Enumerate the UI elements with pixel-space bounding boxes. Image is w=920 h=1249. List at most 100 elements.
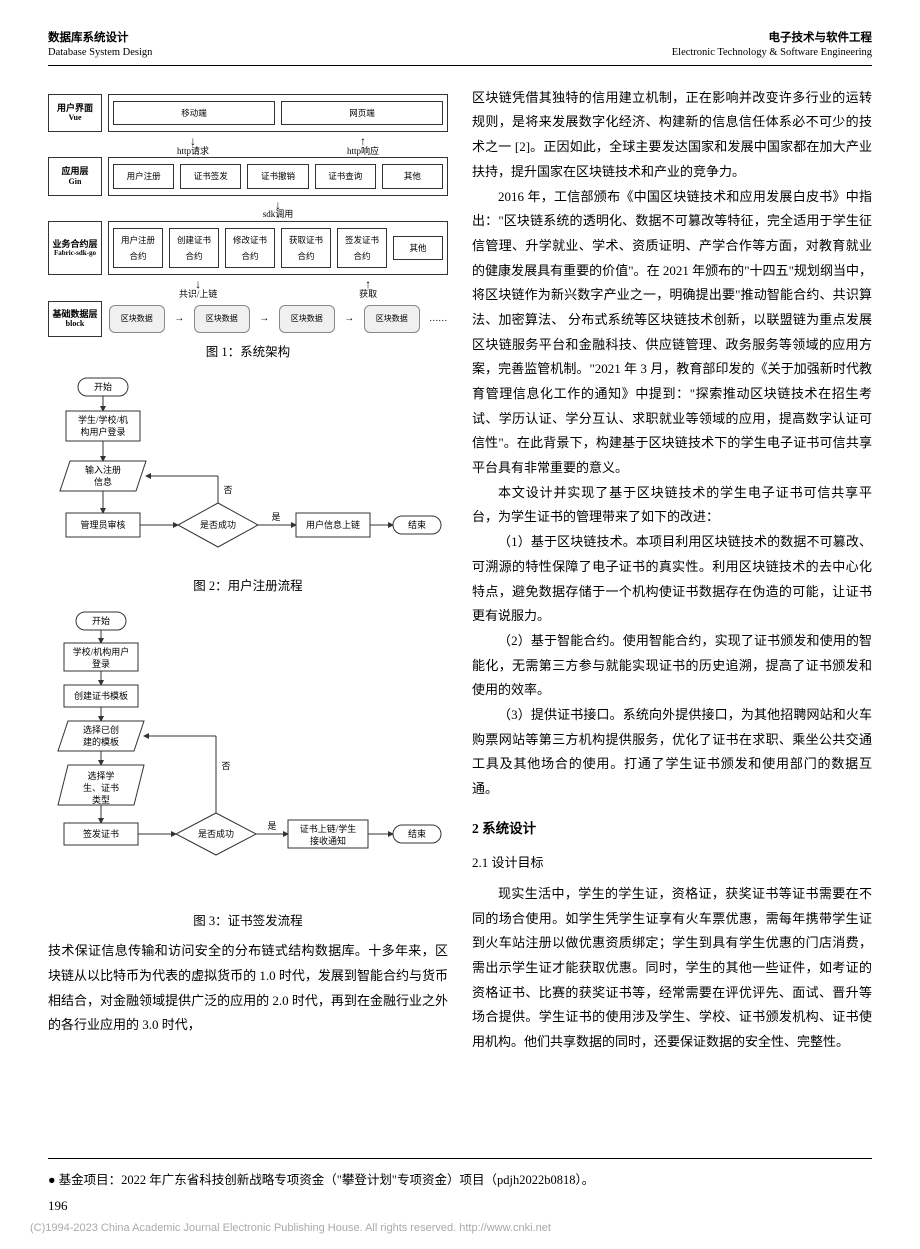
svg-text:学生/学校/机: 学生/学校/机 (78, 414, 128, 425)
between-1-2: ↓http请求 ↑http响应 (108, 136, 448, 157)
between12-right: http响应 (347, 147, 379, 157)
f3-sign: 签发证书 (83, 828, 119, 839)
f2-chain: 用户信息上链 (306, 519, 360, 530)
figure-2: 开始 学生/学校/机 构用户登录 输入注册 信息 管理员审核 是否成功 (48, 373, 448, 599)
blk-2: 区块数据 (194, 305, 250, 333)
f2-start: 开始 (94, 381, 112, 392)
f3-end: 结束 (408, 828, 426, 839)
fig1-caption: 图 1：系统架构 (48, 341, 448, 365)
f2-end: 结束 (408, 519, 426, 530)
ab-3-3: 修改证书合约 (225, 228, 275, 268)
section-2: 2 系统设计 (472, 816, 872, 842)
ab-3-5: 签发证书合约 (337, 228, 387, 268)
figure-3: 开始 学校/机构用户 登录 创建证书模板 选择已创 建的模板 选择学 生、证书 … (48, 607, 448, 933)
ab-3-1: 用户注册合约 (113, 228, 163, 268)
svg-text:登录: 登录 (92, 659, 110, 669)
f3-create: 创建证书模板 (74, 690, 128, 701)
arch-label-3-en: Fabric-sdk-go (54, 249, 96, 257)
arch-box-mobile: 移动端 (113, 101, 275, 125)
fig3-caption: 图 3：证书签发流程 (48, 910, 448, 934)
arch-row-3: 业务合约层 Fabric-sdk-go 用户注册合约 创建证书合约 修改证书合约… (48, 221, 448, 275)
r-p4: 现实生活中，学生的学生证，资格证，获奖证书等证书需要在不同的场合使用。如学生凭学… (472, 882, 872, 1055)
page-number: 196 (48, 1194, 68, 1219)
blk-3: 区块数据 (279, 305, 335, 333)
left-column: 用户界面 Vue 移动端 网页端 ↓http请求 ↑http响应 应用层 G (48, 86, 448, 1055)
r-li2: （2）基于智能合约。使用智能合约，实现了证书颁发和使用的智能化，无需第三方参与就… (472, 629, 872, 703)
ab-2-4: 证书查询 (315, 164, 376, 188)
arch-label-2: 应用层 Gin (48, 157, 102, 195)
header-left-en: Database System Design (48, 46, 152, 61)
f2-admin: 管理员审核 (80, 519, 125, 530)
r-p1: 区块链凭借其独特的信用建立机制，正在影响并改变许多行业的运转规则，是将来发展数字… (472, 86, 872, 185)
arch-row-4: 基础数据层 block 区块数据 → 区块数据 → 区块数据 → 区块数据 …… (48, 301, 448, 337)
svg-text:选择学: 选择学 (87, 770, 114, 781)
svg-text:选择已创: 选择已创 (83, 724, 119, 735)
arch-label-4: 基础数据层 block (48, 301, 102, 337)
svg-text:证书上链/学生: 证书上链/学生 (300, 823, 357, 834)
arch-label-2-cn: 应用层 (61, 166, 88, 177)
f2-yes: 是 (271, 512, 280, 522)
header-left: 数据库系统设计 Database System Design (48, 30, 152, 61)
arch-label-4-en: block (66, 319, 85, 329)
page-header: 数据库系统设计 Database System Design 电子技术与软件工程… (48, 30, 872, 66)
svg-text:建的模板: 建的模板 (83, 736, 119, 747)
footnote: ● 基金项目：2022 年广东省科技创新战略专项资金（"攀登计划"专项资金）项目… (48, 1158, 872, 1193)
f3-start: 开始 (92, 615, 110, 626)
figure-1: 用户界面 Vue 移动端 网页端 ↓http请求 ↑http响应 应用层 G (48, 94, 448, 365)
arch-label-1-cn: 用户界面 (57, 103, 93, 114)
between-3-4: ↓共识/上链 ↑获取 (108, 279, 448, 300)
arch-body-3: 用户注册合约 创建证书合约 修改证书合约 获取证书合约 签发证书合约 其他 (108, 221, 448, 275)
header-left-cn: 数据库系统设计 (48, 30, 152, 46)
arch-body-4: 区块数据 → 区块数据 → 区块数据 → 区块数据 …… (108, 301, 448, 337)
arch-box-web: 网页端 (281, 101, 443, 125)
ab-3-2: 创建证书合约 (169, 228, 219, 268)
between-2-3: ↓sdk调用 (108, 200, 448, 221)
fig2-svg: 开始 学生/学校/机 构用户登录 输入注册 信息 管理员审核 是否成功 (48, 373, 448, 563)
blk-dots: …… (429, 310, 447, 327)
r-p3: 本文设计并实现了基于区块链技术的学生电子证书可信共享平台，为学生证书的管理带来了… (472, 481, 872, 530)
blk-4: 区块数据 (364, 305, 420, 333)
between34-right: 获取 (359, 290, 377, 300)
arch-row-1: 用户界面 Vue 移动端 网页端 (48, 94, 448, 132)
f3-success: 是否成功 (198, 828, 234, 839)
arch-label-2-en: Gin (69, 177, 82, 187)
right-column: 区块链凭借其独特的信用建立机制，正在影响并改变许多行业的运转规则，是将来发展数字… (472, 86, 872, 1055)
between12-left: http请求 (177, 147, 209, 157)
arch-diagram: 用户界面 Vue 移动端 网页端 ↓http请求 ↑http响应 应用层 G (48, 94, 448, 337)
ab-2-3: 证书撤销 (247, 164, 308, 188)
header-right: 电子技术与软件工程 Electronic Technology & Softwa… (672, 30, 872, 61)
arch-label-4-cn: 基础数据层 (52, 309, 97, 320)
ab-2-1: 用户注册 (113, 164, 174, 188)
f3-yes: 是 (267, 821, 276, 831)
arch-label-3-cn: 业务合约层 (52, 239, 97, 250)
arch-label-3: 业务合约层 Fabric-sdk-go (48, 221, 102, 275)
svg-text:生、证书: 生、证书 (83, 782, 119, 793)
ab-3-6: 其他 (393, 236, 443, 260)
header-right-cn: 电子技术与软件工程 (672, 30, 872, 46)
svg-text:接收通知: 接收通知 (310, 835, 346, 846)
section-2-1: 2.1 设计目标 (472, 851, 872, 876)
footer-wrap: ● 基金项目：2022 年广东省科技创新战略专项资金（"攀登计划"专项资金）项目… (48, 1158, 872, 1193)
arch-label-1: 用户界面 Vue (48, 94, 102, 132)
header-right-en: Electronic Technology & Software Enginee… (672, 46, 872, 61)
ab-2-5: 其他 (382, 164, 443, 188)
ab-2-2: 证书签发 (180, 164, 241, 188)
svg-text:类型: 类型 (92, 794, 110, 805)
blk-1: 区块数据 (109, 305, 165, 333)
arch-label-1-en: Vue (68, 113, 81, 123)
r-li3: （3）提供证书接口。系统向外提供接口，为其他招聘网站和火车购票网站等第三方机构提… (472, 703, 872, 802)
left-p1: 技术保证信息传输和访问安全的分布链式结构数据库。十多年来，区块链从以比特币为代表… (48, 939, 448, 1038)
f2-no: 否 (223, 485, 232, 495)
r-p2: 2016 年，工信部颁布《中国区块链技术和应用发展白皮书》中指出："区块链系统的… (472, 185, 872, 481)
f2-success: 是否成功 (200, 519, 236, 530)
svg-text:输入注册: 输入注册 (85, 464, 121, 475)
f3-no: 否 (221, 761, 230, 771)
fig2-caption: 图 2：用户注册流程 (48, 575, 448, 599)
r-li1: （1）基于区块链技术。本项目利用区块链技术的数据不可篡改、可溯源的特性保障了电子… (472, 530, 872, 629)
ab-3-4: 获取证书合约 (281, 228, 331, 268)
content-columns: 用户界面 Vue 移动端 网页端 ↓http请求 ↑http响应 应用层 G (48, 86, 872, 1055)
svg-text:学校/机构用户: 学校/机构用户 (73, 646, 130, 657)
arch-row-2: 应用层 Gin 用户注册 证书签发 证书撤销 证书查询 其他 (48, 157, 448, 195)
arch-body-1: 移动端 网页端 (108, 94, 448, 132)
arch-body-2: 用户注册 证书签发 证书撤销 证书查询 其他 (108, 157, 448, 195)
